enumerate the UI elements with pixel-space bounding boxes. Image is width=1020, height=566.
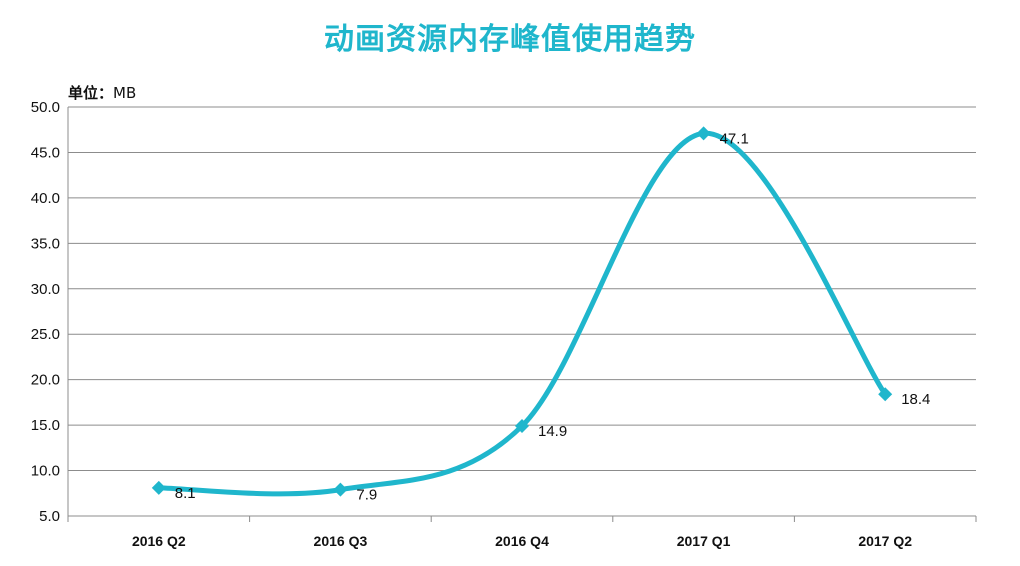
x-tick-label: 2017 Q1	[677, 533, 731, 549]
data-point-marker	[878, 387, 893, 402]
y-tick-label: 5.0	[39, 508, 60, 525]
y-tick-label: 15.0	[31, 417, 60, 434]
unit-label-value: MB	[113, 84, 137, 102]
data-label: 8.1	[175, 485, 196, 502]
series-line-layer	[151, 126, 893, 497]
data-point-marker	[151, 480, 166, 495]
y-tick-label: 10.0	[31, 463, 60, 480]
y-tick-label: 30.0	[31, 281, 60, 298]
axes: 5.0 10.0 15.0 20.0 25.0 30.0 35.0 40.0 45.0 50.0 2…	[31, 99, 977, 549]
y-tick-label: 25.0	[31, 326, 60, 343]
data-labels: 8.1 7.9 14.9 47.1 18.4	[175, 130, 931, 503]
data-point-marker	[696, 126, 711, 141]
data-point-marker	[333, 482, 348, 497]
x-tick-label: 2016 Q3	[314, 533, 368, 549]
y-tick-label: 35.0	[31, 235, 60, 252]
x-tick-label: 2016 Q4	[495, 533, 549, 549]
data-point-marker	[515, 419, 529, 434]
series-line	[156, 130, 888, 497]
data-label: 18.4	[901, 391, 930, 408]
y-tick-label: 40.0	[31, 190, 60, 207]
y-tick-label: 20.0	[31, 372, 60, 389]
data-label: 47.1	[720, 130, 749, 147]
x-tick-label: 2016 Q2	[132, 533, 186, 549]
x-tick-label: 2017 Q2	[858, 533, 912, 549]
gridlines	[68, 106, 976, 517]
data-label: 14.9	[538, 423, 567, 440]
unit-label: 单位：MB	[68, 82, 136, 103]
chart-title: 动画资源内存峰值使用趋势	[324, 22, 696, 57]
data-label: 7.9	[356, 487, 377, 504]
y-tick-label: 50.0	[31, 99, 60, 116]
unit-label-name: 单位：	[68, 84, 114, 102]
y-tick-label: 45.0	[31, 144, 60, 161]
